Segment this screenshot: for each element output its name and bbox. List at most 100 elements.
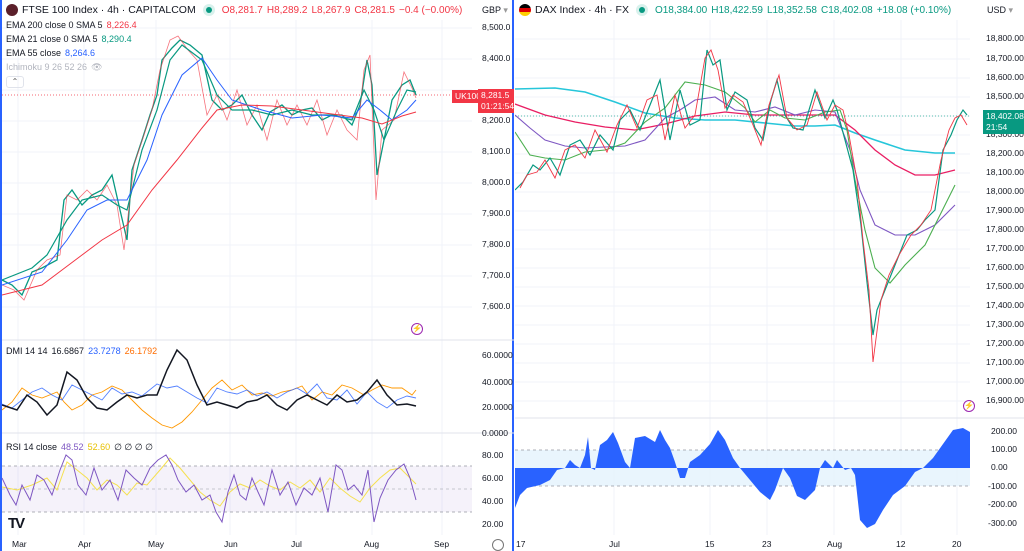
dmi-label: DMI 14 14 <box>6 346 48 356</box>
time-tick: Mar <box>12 539 27 549</box>
low-value: L18,352.58 <box>766 4 817 16</box>
ohlc-values: O18,384.00 H18,422.59 L18,352.58 C18,402.08… <box>655 5 955 16</box>
lightning-alert-icon[interactable]: ⚡ <box>963 400 975 412</box>
close-value: C18,402.08 <box>821 4 873 16</box>
price-tick: 8,000.0 <box>482 177 511 187</box>
indicator-value: 8,226.4 <box>106 20 137 30</box>
price-tick: 17,200.00 <box>986 338 1024 348</box>
eye-hidden-icon[interactable]: 👁 <box>91 62 103 72</box>
indicator-ichimoku[interactable]: Ichimoku 9 26 52 26 👁 <box>6 62 103 73</box>
time-tick: Sep <box>434 539 450 549</box>
time-tick: Apr <box>78 539 92 549</box>
chevron-down-icon: ▾ <box>1008 5 1014 15</box>
dmi-minus: 26.1792 <box>124 346 158 356</box>
indicator-label: EMA 200 close 0 SMA 5 <box>6 20 103 30</box>
ftse-chart-canvas[interactable] <box>2 0 514 551</box>
price-tick: 17,600.00 <box>986 262 1024 272</box>
time-tick: 17 <box>516 539 526 549</box>
price-tick: 17,400.00 <box>986 300 1024 310</box>
price-tick: 18,200.00 <box>986 148 1024 158</box>
price-tick: 16,900.00 <box>986 395 1024 405</box>
time-tick: May <box>148 539 165 549</box>
indicator-ema21[interactable]: EMA 21 close 0 SMA 5 8,290.4 <box>6 34 132 44</box>
dmi-tick: 40.0000 <box>482 377 513 387</box>
indicator-ema55[interactable]: EMA 55 close 8,264.6 <box>6 48 95 58</box>
currency-selector[interactable]: USD ▾ <box>983 3 1017 18</box>
symbol-price-tag: UK100 <box>452 90 484 103</box>
bar-countdown: 01:21:54 <box>481 101 515 111</box>
rsi-tick: 60.00 <box>482 473 504 483</box>
dax-chart-canvas[interactable] <box>515 0 1024 551</box>
rsi-extra: ∅ ∅ ∅ ∅ <box>114 442 153 452</box>
market-open-dot-icon <box>638 7 645 13</box>
price-tick: 17,100.00 <box>986 357 1024 367</box>
change-value: −0.4 (−0.00%) <box>398 4 463 16</box>
rsi-tick: 40.00 <box>482 496 504 506</box>
price-tick: 8,500.0 <box>482 22 511 32</box>
open-value: O18,384.00 <box>654 4 708 16</box>
price-tick: 7,700.0 <box>482 270 511 280</box>
price-tick: 7,800.0 <box>482 239 511 249</box>
germany-flag-icon <box>519 4 531 16</box>
bar-countdown: 21:54 <box>986 122 1008 132</box>
last-price-tag: 18,402.08 21:54 <box>983 110 1024 134</box>
last-price: 18,402.08 <box>986 111 1024 121</box>
price-tick: 18,500.00 <box>986 91 1024 101</box>
dax-chart-panel[interactable]: DAX Index · 4h · FX O18,384.00 H18,422.59… <box>515 0 1024 551</box>
time-tick: Jul <box>291 539 302 549</box>
rsi-value: 48.52 <box>61 442 84 452</box>
time-tick: Jul <box>609 539 620 549</box>
lightning-alert-icon[interactable]: ⚡ <box>411 323 423 335</box>
price-tick: 17,000.00 <box>986 376 1024 386</box>
indicator-label: EMA 21 close 0 SMA 5 <box>6 34 98 44</box>
open-value: O8,281.7 <box>221 4 263 16</box>
time-tick: 23 <box>762 539 772 549</box>
rsi-label: RSI 14 close <box>6 442 58 452</box>
ftse-chart-panel[interactable]: FTSE 100 Index · 4h · CAPITALCOM O8,281.… <box>0 0 514 551</box>
price-tick: 7,900.0 <box>482 208 511 218</box>
price-tick: 17,900.00 <box>986 205 1024 215</box>
price-tick: 18,700.00 <box>986 53 1024 63</box>
rsi-tick: 20.00 <box>482 519 504 529</box>
high-value: H8,289.2 <box>266 4 308 16</box>
price-tick: 7,600.0 <box>482 301 511 311</box>
dmi-tick: 0.0000 <box>482 428 508 438</box>
collapse-legend-button[interactable]: ⌃ <box>6 76 24 88</box>
time-tick: 20 <box>952 539 962 549</box>
dmi-adx: 16.6867 <box>51 346 85 356</box>
rsi-legend[interactable]: RSI 14 close 48.52 52.60 ∅ ∅ ∅ ∅ <box>6 442 153 453</box>
symbol-header: DAX Index · 4h · FX O18,384.00 H18,422.59… <box>519 4 955 16</box>
indicator-label: Ichimoku 9 26 52 26 <box>6 62 88 72</box>
price-tick: 8,400.0 <box>482 53 511 63</box>
symbol-title[interactable]: DAX Index · 4h · FX <box>535 4 629 16</box>
market-open-dot-icon <box>205 7 212 13</box>
time-tick: 15 <box>705 539 715 549</box>
symbol-title[interactable]: FTSE 100 Index · 4h · CAPITALCOM <box>22 4 196 16</box>
currency-label: GBP <box>482 5 501 15</box>
indicator-ema200[interactable]: EMA 200 close 0 SMA 5 8,226.4 <box>6 20 137 30</box>
tradingview-logo-icon[interactable]: TV <box>8 515 25 532</box>
osc-tick: 100.00 <box>991 444 1017 454</box>
currency-label: USD <box>987 5 1007 15</box>
settings-gear-icon[interactable] <box>492 539 504 551</box>
price-tick: 8,200.0 <box>482 115 511 125</box>
price-tick: 17,700.00 <box>986 243 1024 253</box>
last-price: 8,281.5 <box>481 90 510 100</box>
last-price-tag: 8,281.5 01:21:54 <box>478 89 514 113</box>
price-tick: 17,500.00 <box>986 281 1024 291</box>
indicator-value: 8,290.4 <box>101 34 132 44</box>
price-tick: 17,800.00 <box>986 224 1024 234</box>
ohlc-values: O8,281.7 H8,289.2 L8,267.9 C8,281.5 −0.4 (−0… <box>222 5 467 16</box>
osc-tick: 200.00 <box>991 426 1017 436</box>
price-tick: 18,800.00 <box>986 33 1024 43</box>
dmi-tick: 60.0000 <box>482 350 513 360</box>
price-tick: 18,000.00 <box>986 186 1024 196</box>
currency-selector[interactable]: GBP ▾ <box>478 3 512 18</box>
time-tick: Aug <box>827 539 843 549</box>
dmi-tick: 20.0000 <box>482 402 513 412</box>
dmi-legend[interactable]: DMI 14 14 16.6867 23.7278 26.1792 <box>6 346 157 356</box>
time-tick: Jun <box>224 539 238 549</box>
dmi-plus: 23.7278 <box>88 346 121 356</box>
time-tick: Aug <box>364 539 380 549</box>
price-tick: 18,300.00 <box>986 129 1024 139</box>
